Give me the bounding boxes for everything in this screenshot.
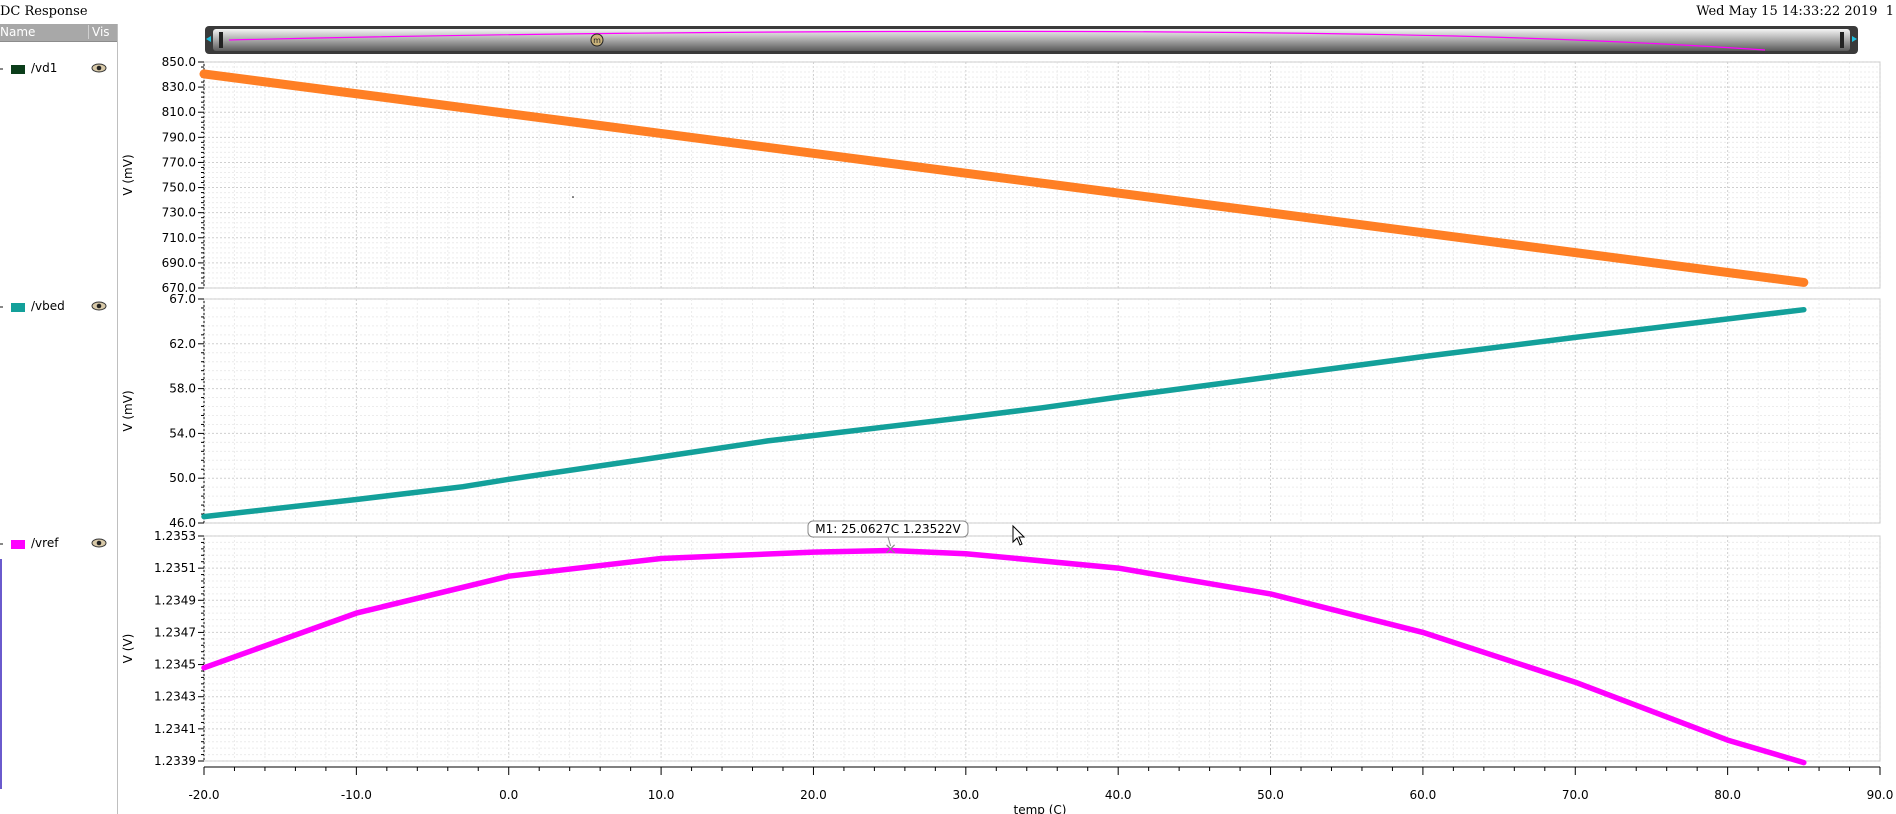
y-tick-label: 1.2339 bbox=[154, 754, 196, 768]
y-tick-label: 730.0 bbox=[162, 206, 196, 220]
series-line-vd1[interactable] bbox=[199, 69, 1809, 287]
x-tick-label: 60.0 bbox=[1410, 788, 1437, 802]
signal-label: /vref bbox=[31, 536, 59, 550]
signal-label: /vd1 bbox=[31, 61, 58, 75]
color-swatch bbox=[11, 65, 25, 74]
marker-cross-icon[interactable] bbox=[886, 544, 896, 554]
x-tick-label: 20.0 bbox=[800, 788, 827, 802]
y-tick-label: 46.0 bbox=[169, 516, 196, 530]
x-tick-label: 0.0 bbox=[499, 788, 518, 802]
legend-header: Name Vis bbox=[0, 24, 117, 42]
selection-indicator bbox=[0, 559, 2, 789]
y-axis-label: V (mV) bbox=[121, 154, 135, 195]
signal-row-vd1[interactable]: /vd1 bbox=[0, 61, 117, 79]
x-tick-label: 30.0 bbox=[952, 788, 979, 802]
eye-icon[interactable] bbox=[91, 300, 107, 312]
mouse-cursor-icon bbox=[1012, 524, 1026, 546]
zoom-scrollbar[interactable]: m bbox=[205, 26, 1858, 54]
tree-connector bbox=[0, 543, 3, 545]
y-tick-label: 1.2353 bbox=[154, 529, 196, 543]
y-axis-label: V (mV) bbox=[121, 390, 135, 431]
x-tick-label: 70.0 bbox=[1562, 788, 1589, 802]
vis-column-header[interactable]: Vis bbox=[88, 25, 110, 39]
scroll-left-handle[interactable] bbox=[219, 32, 223, 48]
tree-connector bbox=[0, 68, 3, 70]
color-swatch bbox=[11, 540, 25, 549]
y-tick-label: 750.0 bbox=[162, 181, 196, 195]
marker-leader-line bbox=[887, 536, 892, 546]
y-tick-label: 810.0 bbox=[162, 105, 196, 119]
scroll-right-handle[interactable] bbox=[1840, 32, 1844, 48]
series-line-vbed[interactable] bbox=[201, 306, 1807, 520]
signal-row-vref[interactable]: /vref bbox=[0, 536, 117, 554]
x-tick-label: 80.0 bbox=[1714, 788, 1741, 802]
window-title: DC Response bbox=[0, 4, 88, 19]
y-tick-label: 50.0 bbox=[169, 471, 196, 485]
x-tick-label: -20.0 bbox=[188, 788, 219, 802]
y-tick-label: 770.0 bbox=[162, 155, 196, 169]
scroll-right-arrow-icon[interactable] bbox=[1852, 36, 1857, 42]
timestamp: Wed May 15 14:33:22 2019 1 bbox=[1696, 4, 1894, 19]
marker-handle-icon[interactable] bbox=[590, 33, 604, 47]
svg-text:m: m bbox=[593, 36, 601, 45]
x-tick-label: 50.0 bbox=[1257, 788, 1284, 802]
signal-row-vbed[interactable]: /vbed bbox=[0, 299, 117, 317]
series-line-vref[interactable] bbox=[201, 547, 1807, 766]
color-swatch bbox=[11, 303, 25, 312]
y-tick-label: 1.2345 bbox=[154, 658, 196, 672]
y-tick-label: 790.0 bbox=[162, 130, 196, 144]
y-tick-label: 830.0 bbox=[162, 80, 196, 94]
y-tick-label: 690.0 bbox=[162, 256, 196, 270]
plot-frame bbox=[203, 61, 1881, 289]
signal-label: /vbed bbox=[31, 299, 65, 313]
eye-icon[interactable] bbox=[91, 537, 107, 549]
x-tick-label: 90.0 bbox=[1867, 788, 1894, 802]
y-tick-label: 1.2343 bbox=[154, 690, 196, 704]
signal-legend-panel: Name Vis /vd1 /vbed /vref bbox=[0, 24, 118, 814]
y-tick-label: 62.0 bbox=[169, 337, 196, 351]
y-tick-label: 1.2351 bbox=[154, 561, 196, 575]
marker-label[interactable]: M1: 25.0627C 1.23522V bbox=[815, 522, 961, 536]
window-titlebar: DC Response Wed May 15 14:33:22 2019 1 bbox=[0, 0, 1896, 24]
name-column-header[interactable]: Name bbox=[0, 25, 36, 39]
tree-connector bbox=[0, 306, 3, 308]
x-tick-label: 10.0 bbox=[648, 788, 675, 802]
overview-trace bbox=[228, 30, 1766, 51]
y-tick-label: 1.2341 bbox=[154, 722, 196, 736]
y-tick-label: 54.0 bbox=[169, 426, 196, 440]
x-axis-label: temp (C) bbox=[1014, 803, 1067, 814]
y-tick-label: 1.2347 bbox=[154, 625, 196, 639]
y-tick-label: 58.0 bbox=[169, 382, 196, 396]
x-tick-label: -10.0 bbox=[341, 788, 372, 802]
y-tick-label: 710.0 bbox=[162, 231, 196, 245]
eye-icon[interactable] bbox=[91, 62, 107, 74]
plot-frame bbox=[203, 535, 1881, 762]
stray-pixel bbox=[572, 196, 574, 198]
scroll-left-arrow-icon[interactable] bbox=[206, 36, 211, 42]
y-axis-label: V (V) bbox=[121, 634, 135, 664]
y-tick-label: 670.0 bbox=[162, 281, 196, 295]
y-tick-label: 850.0 bbox=[162, 55, 196, 69]
y-tick-label: 1.2349 bbox=[154, 593, 196, 607]
y-tick-label: 67.0 bbox=[169, 292, 196, 306]
x-tick-label: 40.0 bbox=[1105, 788, 1132, 802]
